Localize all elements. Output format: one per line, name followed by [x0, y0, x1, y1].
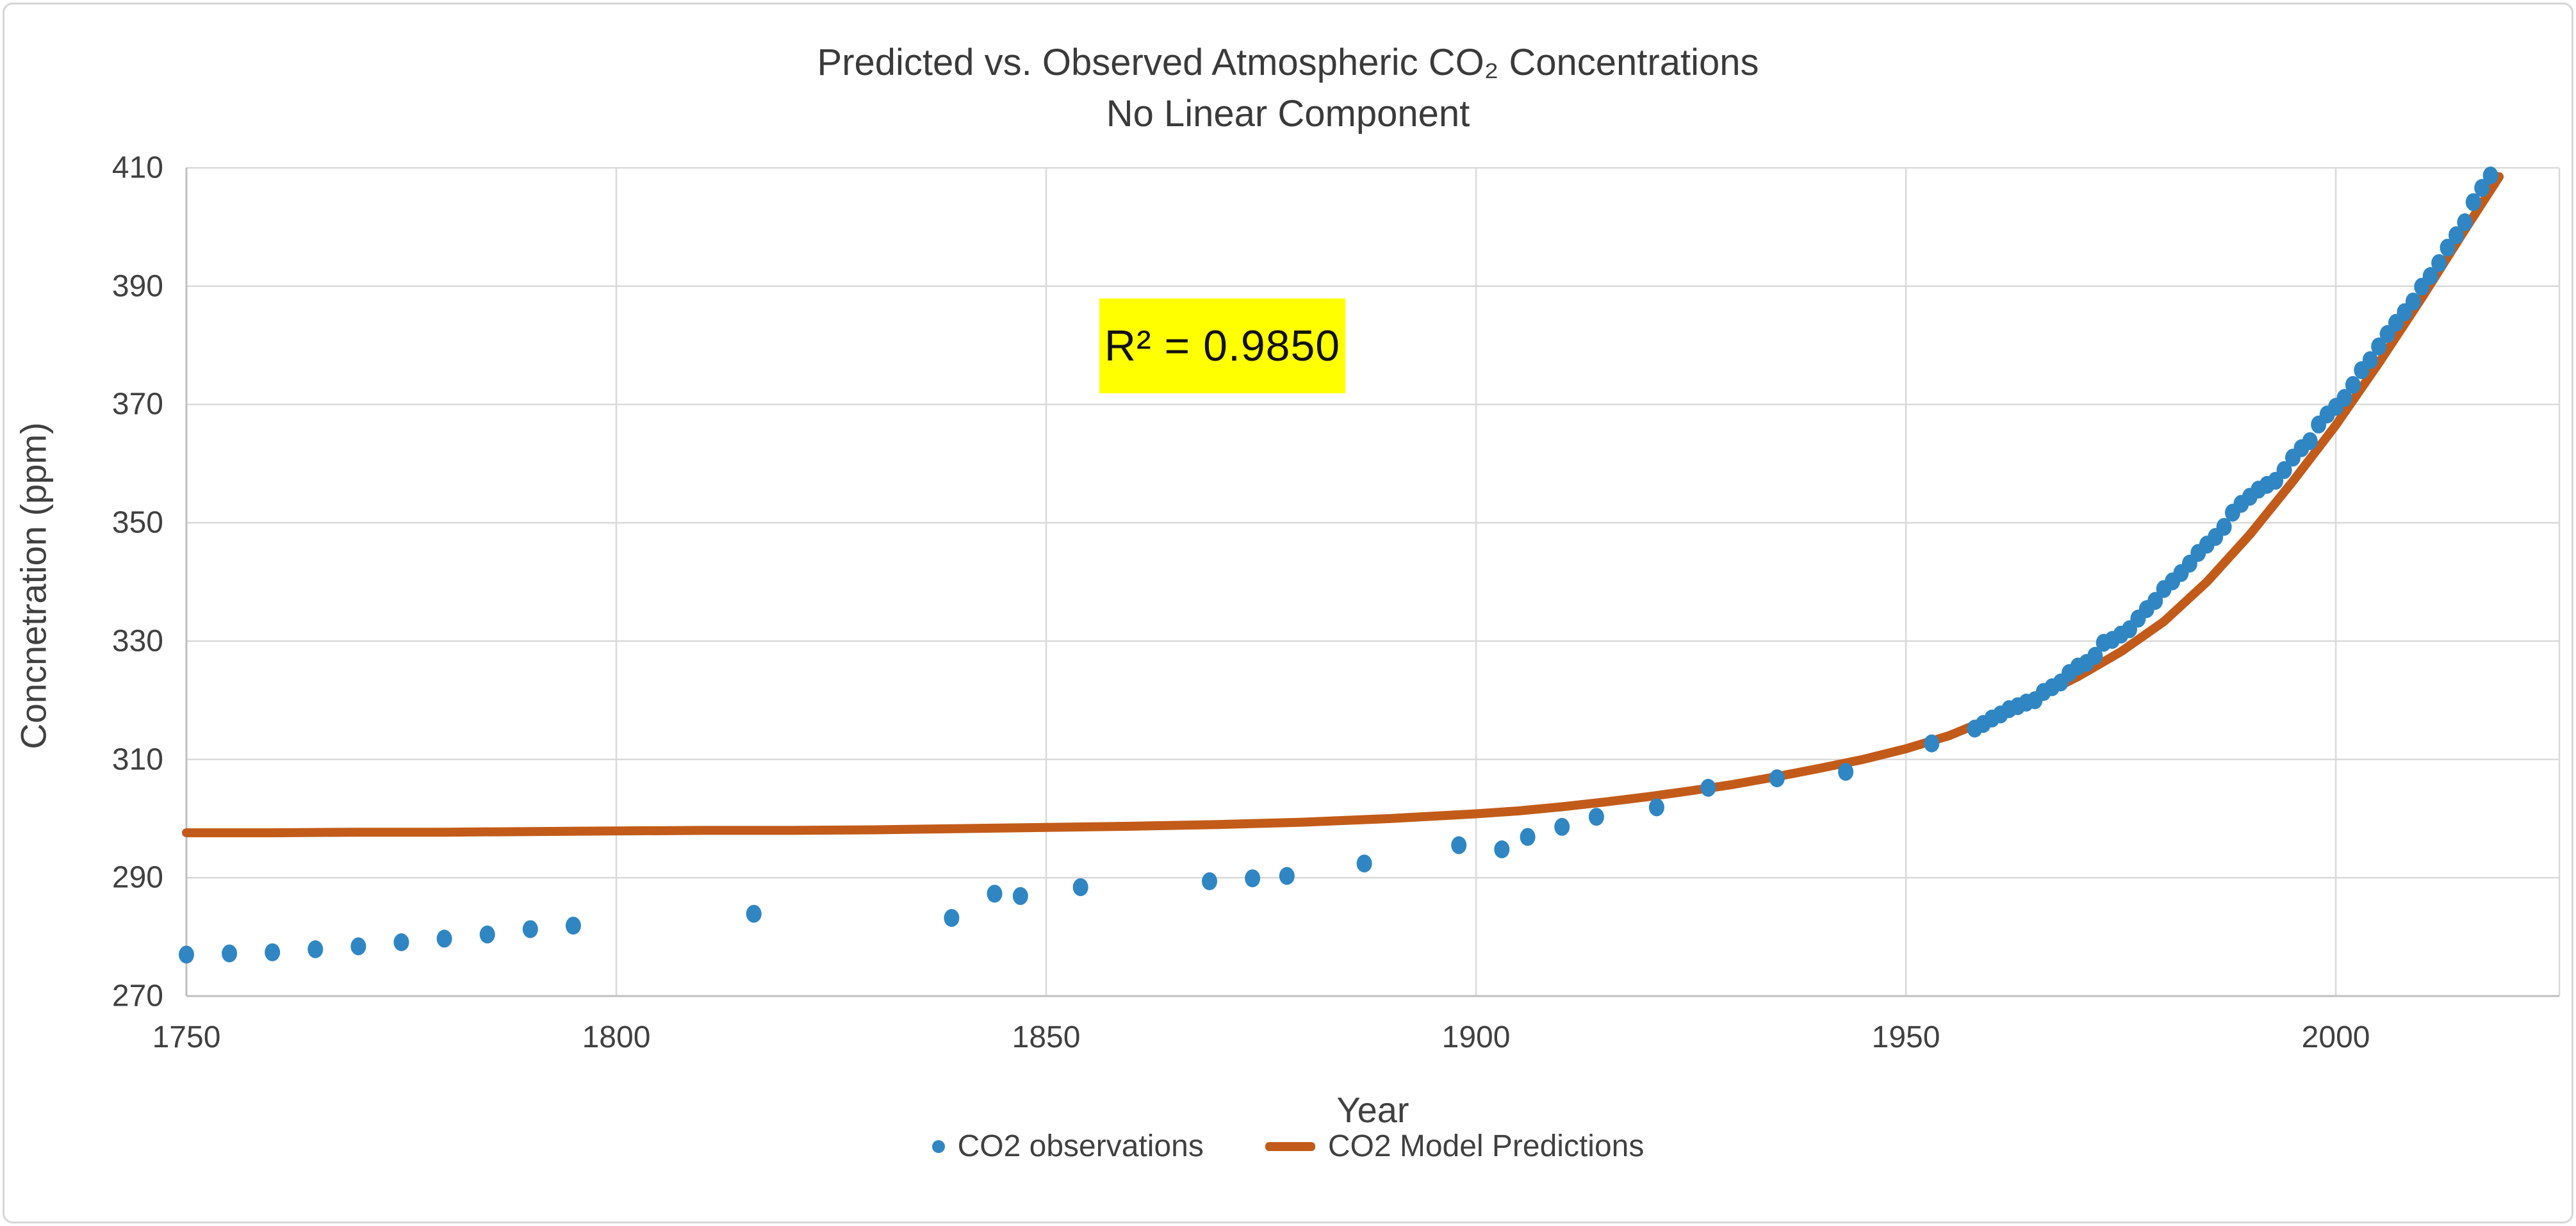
obs-point	[2482, 167, 2498, 184]
obs-point	[2422, 267, 2438, 285]
obs-point	[1838, 763, 1854, 781]
obs-point	[2087, 646, 2103, 665]
x-tick-label: 1750	[152, 1020, 221, 1054]
legend-label-model: CO2 Model Predictions	[1327, 1129, 1645, 1163]
obs-point	[1494, 840, 1510, 858]
obs-point	[1769, 769, 1785, 788]
y-tick-label: 370	[111, 387, 163, 421]
obs-point	[1924, 734, 1940, 753]
obs-point	[2405, 292, 2421, 311]
x-tick-label: 2000	[2301, 1020, 2370, 1054]
obs-point	[2345, 376, 2361, 394]
legend-item-observations: CO2 observations	[931, 1129, 1204, 1164]
y-tick-label: 270	[111, 979, 163, 1013]
obs-point	[2440, 238, 2456, 257]
y-tick-label: 290	[111, 860, 163, 895]
x-axis-title: Year	[1336, 1090, 1409, 1130]
obs-point	[746, 904, 762, 923]
obs-point	[1554, 817, 1570, 836]
y-tick-label: 310	[111, 742, 163, 777]
y-axis-title: Concnetration (ppm)	[13, 422, 54, 749]
obs-point	[393, 933, 409, 951]
obs-point	[2465, 193, 2481, 211]
obs-point	[1202, 872, 1217, 890]
obs-point	[436, 929, 452, 948]
obs-point	[987, 885, 1003, 903]
obs-point	[1588, 808, 1604, 826]
y-tick-label: 350	[111, 505, 163, 540]
obs-point	[2147, 592, 2163, 610]
obs-point	[222, 944, 238, 963]
legend-item-model: CO2 Model Predictions	[1265, 1129, 1645, 1164]
chart-title: Predicted vs. Observed Atmospheric CO₂ C…	[0, 37, 2576, 140]
x-tick-label: 1800	[582, 1020, 651, 1054]
obs-point	[1648, 798, 1664, 817]
obs-point	[2276, 461, 2292, 479]
line-marker-icon	[1265, 1141, 1315, 1151]
legend-label-observations: CO2 observations	[957, 1129, 1204, 1163]
obs-point	[479, 925, 495, 944]
obs-point	[1451, 836, 1467, 854]
r-squared-text: R² = 0.9850	[1104, 322, 1341, 370]
chart-title-line2: No Linear Component	[1106, 93, 1470, 135]
x-tick-label: 1900	[1441, 1020, 1511, 1054]
obs-point	[522, 920, 538, 938]
obs-point	[1279, 867, 1295, 885]
obs-point	[1072, 878, 1088, 897]
obs-point	[2336, 389, 2352, 407]
legend: CO2 observations CO2 Model Predictions	[0, 1129, 2576, 1164]
y-tick-label: 390	[111, 269, 163, 304]
obs-point	[1012, 887, 1028, 905]
obs-point	[308, 940, 324, 958]
obs-point	[2371, 337, 2387, 356]
obs-point	[2457, 213, 2473, 231]
obs-point	[2216, 518, 2232, 536]
obs-point	[2431, 254, 2447, 272]
obs-point	[1700, 778, 1716, 797]
obs-point	[944, 909, 960, 928]
x-tick-label: 1850	[1012, 1020, 1081, 1054]
chart-title-line1: Predicted vs. Observed Atmospheric CO₂ C…	[817, 42, 1759, 83]
obs-point	[2474, 179, 2490, 197]
scatter-marker-icon	[931, 1140, 945, 1153]
y-tick-label: 330	[111, 624, 163, 658]
obs-point	[265, 943, 281, 961]
obs-point	[1356, 854, 1372, 873]
obs-point	[1520, 828, 1536, 846]
obs-point	[2302, 432, 2318, 450]
model-line-path	[182, 172, 2504, 838]
obs-point	[2449, 226, 2464, 245]
obs-point	[1245, 869, 1261, 888]
obs-point	[350, 937, 366, 956]
r-squared-annotation: R² = 0.9850	[1099, 298, 1345, 393]
x-tick-label: 1950	[1871, 1020, 1940, 1054]
y-tick-label: 410	[111, 151, 163, 185]
obs-point	[565, 917, 581, 935]
obs-point	[179, 945, 194, 964]
obs-point	[2362, 351, 2378, 370]
